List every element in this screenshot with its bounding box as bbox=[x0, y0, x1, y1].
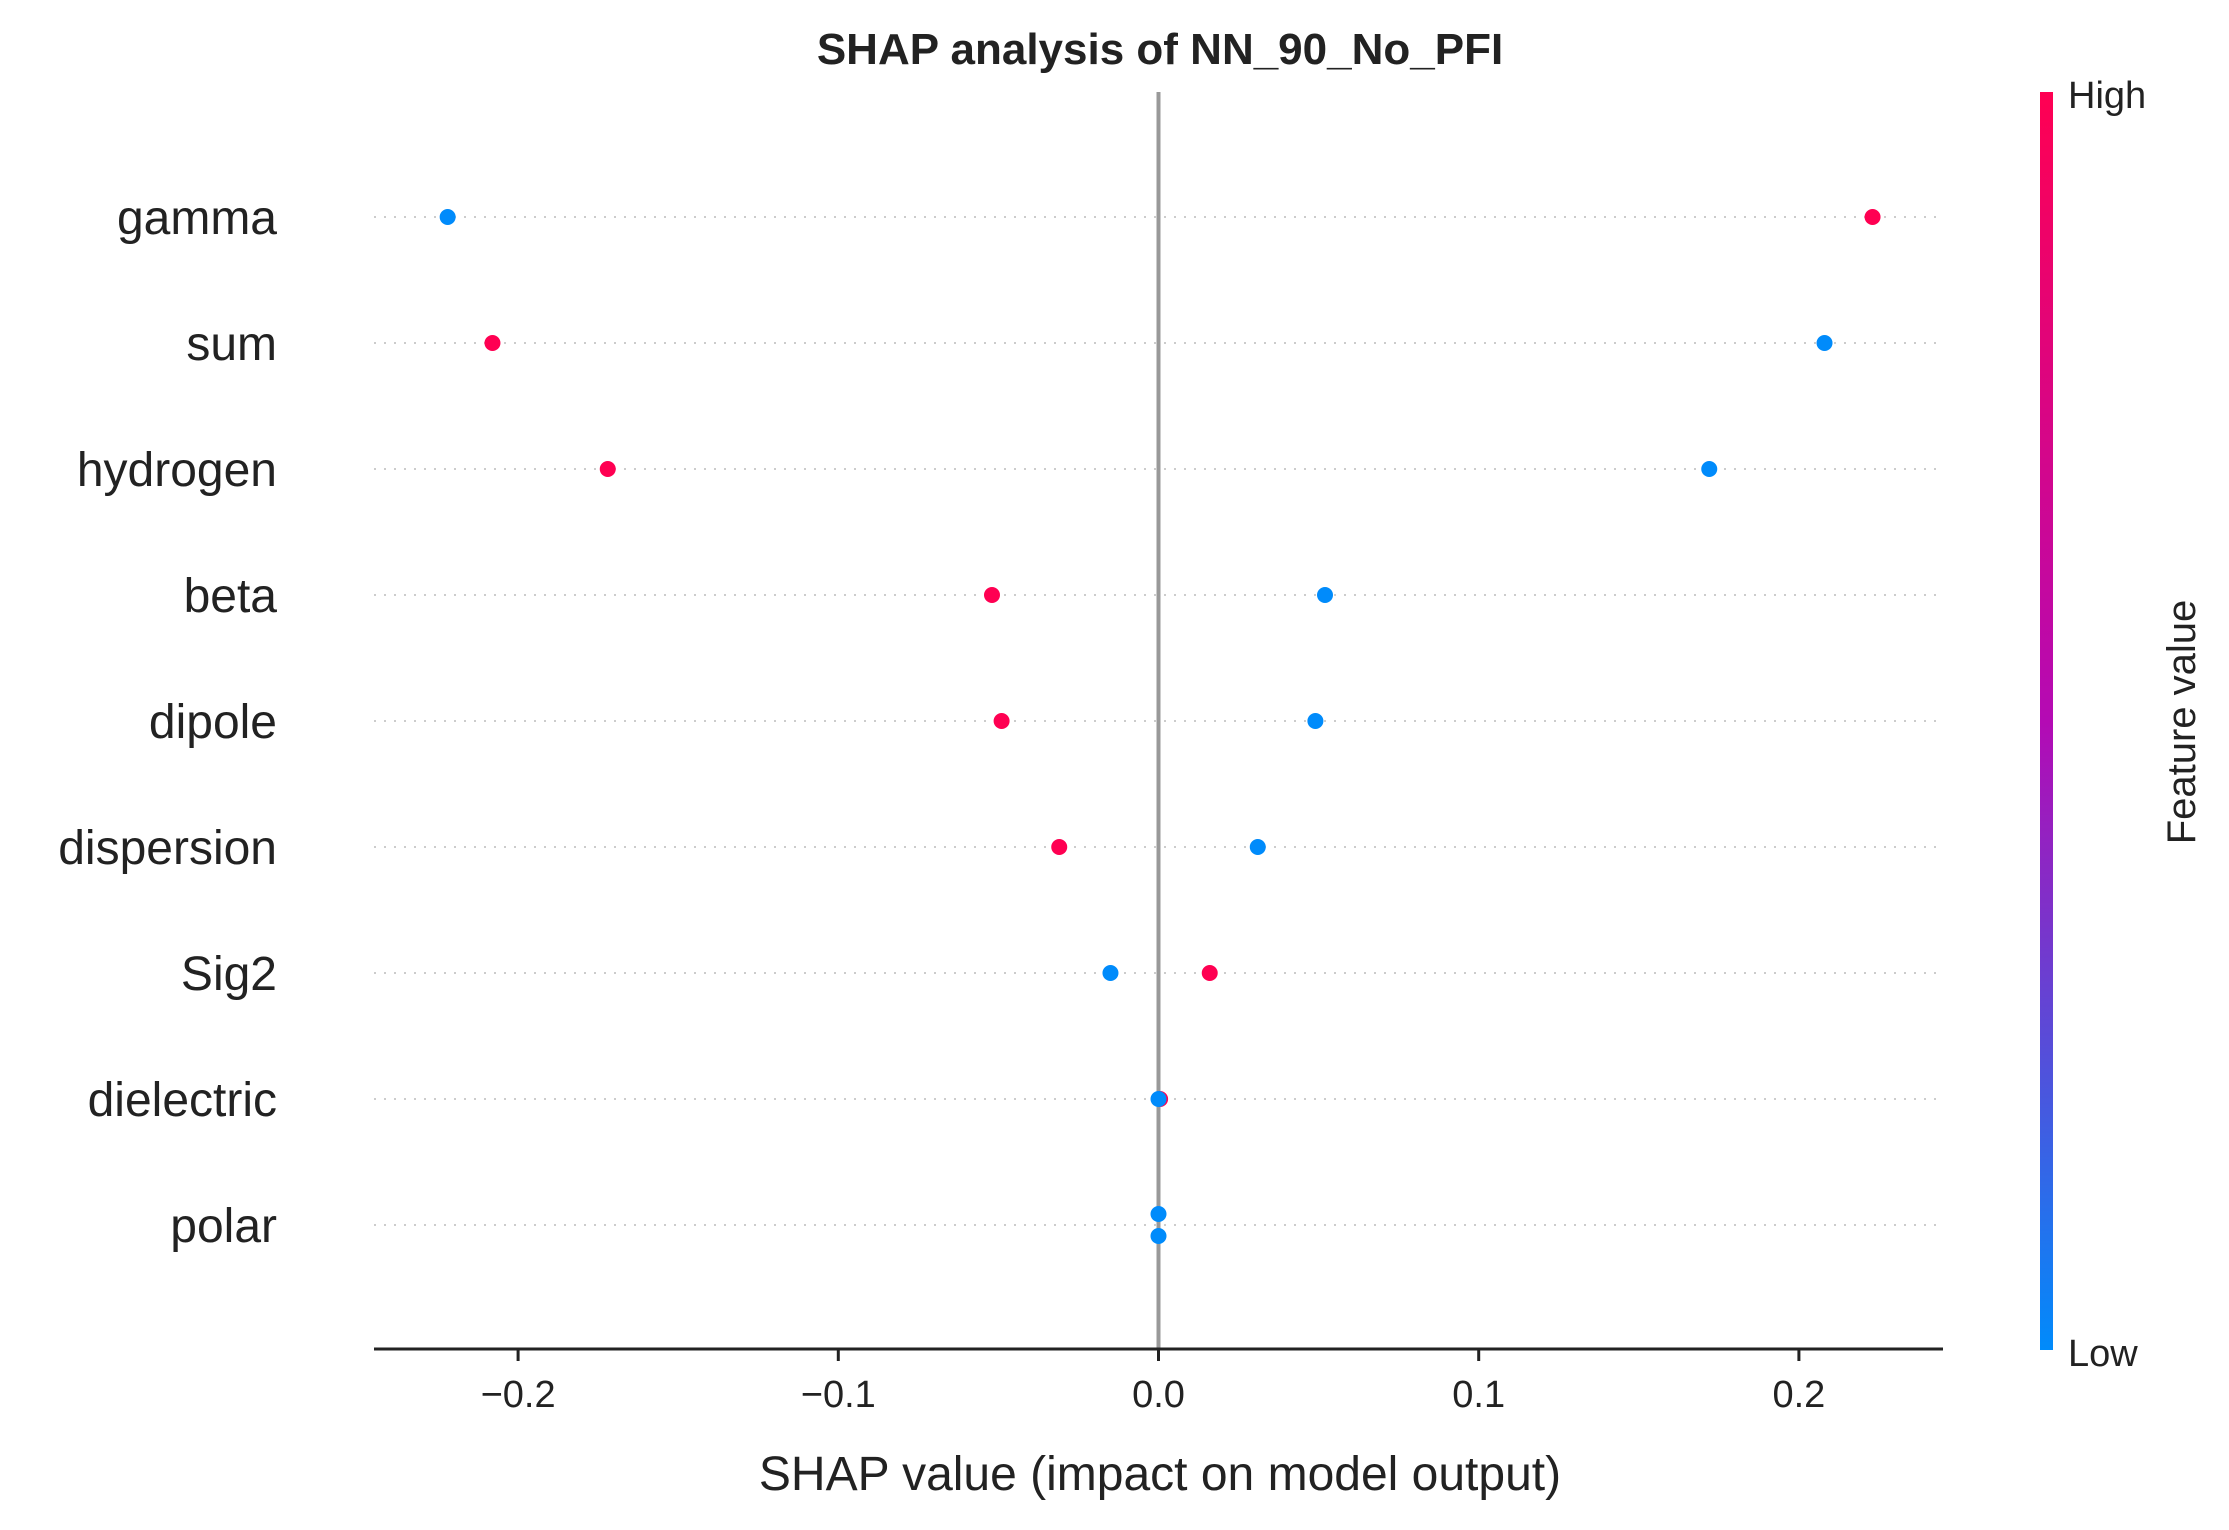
shap-point-hydrogen-low bbox=[1701, 461, 1718, 477]
feature-rows: gamma sum hydrogen beta dipole dispersion Sig2… bbox=[58, 192, 1943, 1253]
shap-point-sig2-low bbox=[1102, 965, 1119, 981]
shap-point-sum-high bbox=[484, 335, 501, 351]
shap-point-dielectric-low bbox=[1150, 1091, 1167, 1107]
x-axis-label: SHAP value (impact on model output) bbox=[759, 1448, 1561, 1501]
feature-label-polar: polar bbox=[170, 1200, 277, 1253]
colorbar-title: Feature value bbox=[2160, 600, 2204, 845]
feature-label-gamma: gamma bbox=[117, 192, 277, 245]
shap-point-sum-low bbox=[1816, 335, 1833, 351]
chart-title: SHAP analysis of NN_90_No_PFI bbox=[817, 25, 1503, 74]
feature-label-beta: beta bbox=[184, 570, 278, 623]
x-tick-label: −0.2 bbox=[481, 1374, 556, 1416]
shap-point-hydrogen-high bbox=[599, 461, 616, 477]
colorbar bbox=[2040, 92, 2053, 1350]
shap-point-dispersion-low bbox=[1249, 839, 1266, 855]
shap-point-polar-low bbox=[1150, 1228, 1167, 1244]
shap-points bbox=[439, 209, 1881, 1244]
feature-label-hydrogen: hydrogen bbox=[77, 444, 277, 497]
shap-point-dispersion-high bbox=[1051, 839, 1068, 855]
feature-label-sum: sum bbox=[186, 318, 277, 371]
x-tick-label: 0.1 bbox=[1452, 1374, 1505, 1416]
shap-point-dipole-low bbox=[1307, 713, 1324, 729]
shap-point-polar-low bbox=[1150, 1206, 1167, 1222]
x-axis-ticks: −0.2 −0.1 0.0 0.1 0.2 bbox=[481, 1349, 1825, 1416]
shap-point-gamma-low bbox=[439, 209, 456, 225]
x-tick-label: −0.1 bbox=[801, 1374, 876, 1416]
feature-label-dielectric: dielectric bbox=[88, 1074, 277, 1127]
feature-label-dispersion: dispersion bbox=[58, 822, 277, 875]
shap-point-gamma-high bbox=[1864, 209, 1881, 225]
shap-point-beta-high bbox=[983, 587, 1000, 603]
colorbar-high-label: High bbox=[2068, 75, 2146, 117]
colorbar-low-label: Low bbox=[2068, 1333, 2138, 1375]
feature-label-sig2: Sig2 bbox=[181, 948, 277, 1001]
x-tick-label: 0.0 bbox=[1132, 1374, 1185, 1416]
shap-point-beta-low bbox=[1317, 587, 1334, 603]
x-tick-label: 0.2 bbox=[1772, 1374, 1825, 1416]
shap-point-dipole-high bbox=[993, 713, 1010, 729]
feature-label-dipole: dipole bbox=[149, 696, 277, 749]
shap-point-sig2-high bbox=[1201, 965, 1218, 981]
